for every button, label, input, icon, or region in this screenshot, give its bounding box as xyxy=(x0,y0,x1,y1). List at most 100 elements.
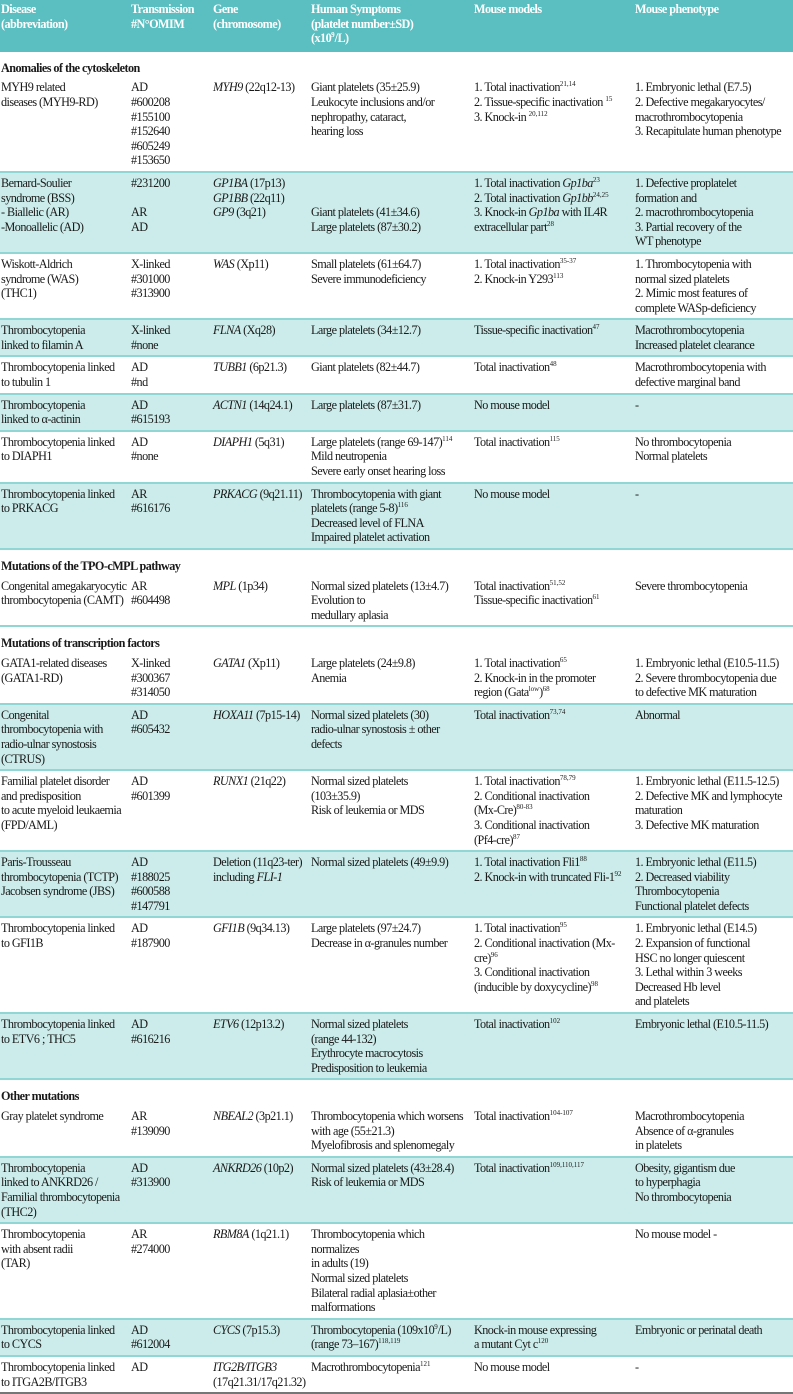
cell-line: 3. Partial recovery of the xyxy=(635,219,742,234)
cell-line: Thrombocytopenia with giant xyxy=(311,486,442,501)
cell-human-symptoms: Giant platelets (82±44.7) xyxy=(310,356,473,395)
cell-mouse-phenotype: 1. Embryonic lethal (E10.5-11.5) 2. Sever… xyxy=(634,652,793,705)
gene-name: RUNX1 xyxy=(213,774,249,789)
text-segment: extracellular part xyxy=(474,219,548,234)
reference-superscript: 61 xyxy=(592,593,600,602)
cell-mouse-phenotype: 1. Embryonic lethal (E11.5-12.5) 2. Defec… xyxy=(634,770,793,853)
cell-transmission: AD #615193 xyxy=(130,393,212,432)
cell-line xyxy=(131,191,209,206)
cell-line: linked to α-actinin xyxy=(1,412,81,427)
cell-line: FLNA (Xq28) xyxy=(213,323,307,338)
cell-line: Total inactivation104-107 xyxy=(474,1109,631,1124)
cell-line: 1. Total inactivation Gp1ba23 xyxy=(474,176,631,191)
cell-line: (GATA1-RD) xyxy=(1,670,63,685)
reference-superscript: 95 xyxy=(559,921,567,930)
cell-line: normal sized platelets xyxy=(635,271,730,286)
cell-line: Wiskott-Aldrich xyxy=(1,256,73,271)
cell-mouse-models: Total inactivation109,110,117 xyxy=(473,1156,634,1225)
cell-line: Myelofibrosis and splenomegaly xyxy=(311,1138,455,1153)
cell-line: a mutant Cyt c120 xyxy=(474,1337,631,1352)
text-segment: (Pf4-cre) xyxy=(474,832,514,847)
cell-line: Knock-in mouse expressing xyxy=(474,1322,597,1337)
cell-human-symptoms: Normal sized platelets (13±4.7) Evolution… xyxy=(310,575,473,628)
cell-line: malformations xyxy=(311,1300,375,1315)
gene-name: MYH9 xyxy=(213,80,243,95)
cell-human-symptoms: Giant platelets (41±34.6) Large platelets… xyxy=(310,171,473,254)
cell-transmission: X-linked #300367 #314050 xyxy=(130,652,212,705)
text-segment: (3q21) xyxy=(233,205,266,220)
cell-line: Normal sized platelets xyxy=(311,1017,408,1032)
reference-superscript: 78,79 xyxy=(559,774,576,783)
header-row: Disease (abbreviation) Transmission #N°OMIM… xyxy=(0,0,793,52)
cell-line: to acute myeloid leukaemia xyxy=(1,803,122,818)
text-segment: 1. Total inactivation xyxy=(474,175,563,190)
table-row: Thrombocytopenia linked to α-actinin AD #61… xyxy=(0,393,793,432)
text-segment: (inducible by doxycycline) xyxy=(474,979,592,994)
table-body: Anomalies of the cytoskeleton MYH9 relate… xyxy=(0,52,793,1394)
cell-line: including FLI-1 xyxy=(213,870,307,885)
cell-line: 2. Tissue-specific inactivation 15 xyxy=(474,95,631,110)
reference-superscript: 15 xyxy=(605,94,613,103)
cell-mouse-models: Total inactivation51,52 Tissue-specific i… xyxy=(473,575,634,628)
cell-line: 1. Embryonic lethal (E11.5) xyxy=(635,855,757,870)
cell-line: and platelets xyxy=(635,994,690,1009)
text-segment: 3. Knock-in xyxy=(474,205,529,220)
cell-transmission: AD #none xyxy=(130,430,212,484)
cell-line: Giant platelets (82±44.7) xyxy=(311,360,420,375)
gene-name: ANKRD26 xyxy=(213,1160,262,1175)
cell-line: #139090 xyxy=(131,1123,170,1138)
cell-line: in adults (19) xyxy=(311,1256,369,1271)
cell-line: GFI1B (9q34.13) xyxy=(213,921,307,936)
cell-line: #314050 xyxy=(131,685,170,700)
cell-transmission: AD #313900 xyxy=(130,1156,212,1225)
cell-line: #187900 xyxy=(131,936,170,951)
cell-line: Transmission xyxy=(131,2,194,16)
text-segment: (x10 xyxy=(311,31,332,46)
cell-line: GP1BA (17p13) xyxy=(213,176,307,191)
cell-transmission: AD #612004 xyxy=(130,1318,212,1357)
cell-line: Jacobsen syndrome (JBS) xyxy=(1,884,115,899)
cell-line: GATA1-related diseases xyxy=(1,655,107,670)
reference-superscript: 104-107 xyxy=(549,1109,573,1117)
cell-line: Risk of leukemia or MDS xyxy=(311,1175,425,1190)
cell-line: (platelet number±SD) xyxy=(311,16,414,31)
reference-superscript: 113 xyxy=(553,271,564,280)
cell-line: Embryonic lethal (E10.5-11.5) xyxy=(635,1017,769,1032)
cell-line: AD xyxy=(131,80,148,95)
cell-line: #231200 xyxy=(131,175,170,190)
cell-gene: MYH9 (22q12-13) xyxy=(212,77,310,173)
cell-line: #605249 xyxy=(131,138,170,153)
reference-superscript: 102 xyxy=(549,1017,561,1026)
cell-line: platelets (range 5-8)116 xyxy=(311,501,470,516)
cell-line: to DIAPH1 xyxy=(1,449,52,464)
cell-line: Normal sized platelets (49±9.9) xyxy=(311,855,449,870)
reference-superscript: 96 xyxy=(490,950,498,959)
cell-line: Disease xyxy=(1,2,36,16)
cell-line: No thrombocytopenia xyxy=(635,1189,732,1204)
cell-line: - xyxy=(635,1359,639,1374)
cell-line: Macrothrombocytopenia xyxy=(635,323,744,338)
cell-gene: Deletion (11q23-ter) including FLI-1 xyxy=(212,851,310,919)
cell-line: to ETV6 ; THC5 xyxy=(1,1031,76,1046)
table-row: Thrombocytopenia linked to ETV6 ; THC5 AD #… xyxy=(0,1013,793,1081)
cell-line: 1. Total inactivation Fli188 xyxy=(474,855,631,870)
text-segment: (3p21.1) xyxy=(253,1109,294,1123)
gene-name: GP1BB xyxy=(213,190,248,205)
cell-transmission: AD #nd xyxy=(130,356,212,395)
cell-line: #616216 xyxy=(131,1031,170,1046)
cell-gene: ITG2B/ITGB3 (17q21.31/17q21.32) xyxy=(212,1355,310,1394)
cell-line: (x109/L) xyxy=(311,31,471,46)
cell-line: Decreased Hb level xyxy=(635,979,721,994)
cell-line: Congenital xyxy=(1,707,50,722)
cell-line: 1. Total inactivation78,79 xyxy=(474,774,631,789)
cell-line: #600208 xyxy=(131,94,170,109)
cell-line: #600588 xyxy=(131,884,170,899)
cell-transmission: AD xyxy=(130,1355,212,1394)
reference-superscript: 73,74 xyxy=(549,707,566,716)
cell-line: #616176 xyxy=(131,501,170,516)
cell-line: ITG2B/ITGB3 xyxy=(213,1360,307,1375)
cell-gene: GP1BA (17p13) GP1BB (22q11) GP9 (3q21) xyxy=(212,171,310,254)
section-heading: Mutations of transcription factors xyxy=(1,636,160,651)
cell-line: in platelets xyxy=(635,1138,682,1153)
section-heading: Mutations of the TPO-cMPL pathway xyxy=(1,559,181,573)
